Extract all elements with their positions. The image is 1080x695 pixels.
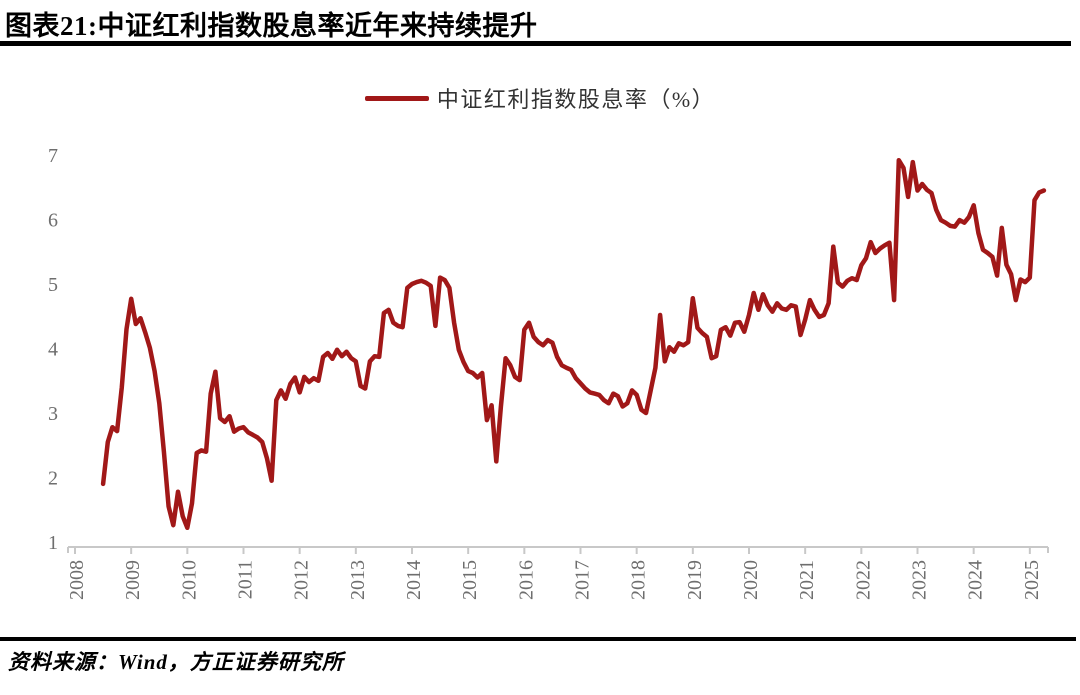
x-axis-tick-label: 2017 [572,560,594,600]
y-axis-tick-label: 3 [48,403,58,425]
title-rule [0,41,1071,46]
footer-rule [0,637,1076,641]
source-note: 资料来源：Wind，方正证券研究所 [8,650,344,674]
x-axis-tick-label: 2024 [965,560,987,600]
y-axis-tick-label: 2 [48,468,58,490]
x-axis-tick-label: 2020 [740,560,762,600]
chart-legend: 中证红利指数股息率（%） [0,84,1080,112]
x-axis-tick-label: 2019 [684,560,706,600]
y-axis-tick-label: 6 [48,210,58,232]
x-axis-tick-label: 2016 [515,560,537,600]
x-axis-tick-label: 2018 [628,560,650,600]
x-axis-tick-label: 2011 [235,560,257,599]
legend-line-swatch [364,95,429,101]
legend-label: 中证红利指数股息率（%） [436,87,716,112]
x-axis-tick-label: 2012 [291,560,313,600]
x-axis-tick-label: 2015 [459,560,481,600]
dividend-yield-line-chart: 7 6 5 4 3 2 1 2008 2009 2010 2011 2012 2013 2014 2015 2… [48,145,1049,600]
x-axis-tick-label: 2025 [1021,560,1043,600]
x-axis-tick-label: 2013 [347,560,369,600]
x-axis-tick-label: 2021 [796,560,818,600]
y-axis-tick-label: 5 [48,274,58,296]
x-axis-tick-label: 2022 [852,560,874,600]
figure-title: 图表21:中证红利指数股息率近年来持续提升 [5,11,538,41]
x-axis-tick-label: 2023 [909,560,931,600]
x-axis-tick-label: 2014 [403,560,425,600]
y-axis-tick-label: 1 [48,532,58,554]
x-axis-tick-label: 2010 [178,560,200,600]
x-axis-tick-label: 2009 [122,560,144,600]
dividend-yield-series-line [100,157,1047,531]
y-axis-tick-label: 7 [48,145,58,167]
y-axis-tick-label: 4 [48,339,58,361]
x-axis-tick-label: 2008 [66,560,88,600]
